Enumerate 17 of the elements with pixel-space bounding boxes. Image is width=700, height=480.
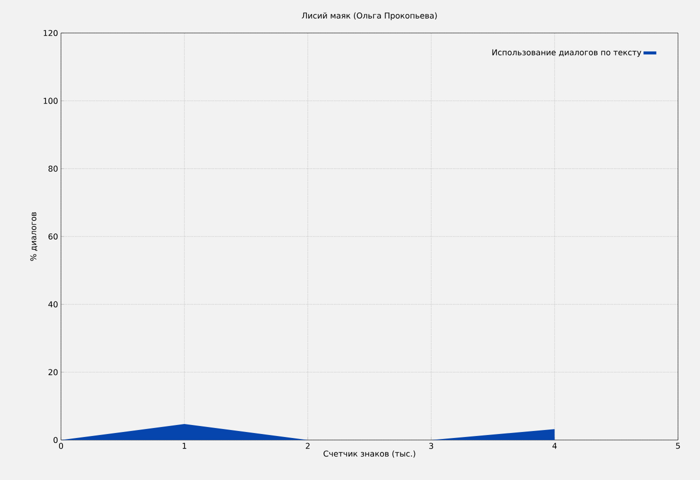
x-tick-label: 5 <box>676 442 680 449</box>
legend-label: Использование диалогов по тексту <box>492 49 642 57</box>
y-tick-label: 0 <box>54 436 58 444</box>
y-tick-label: 120 <box>44 30 58 36</box>
x-tick-label: 3 <box>429 442 434 449</box>
x-tick-label: 1 <box>182 442 186 449</box>
y-tick-label: 40 <box>48 301 58 308</box>
y-tick-label: 20 <box>48 369 58 376</box>
y-tick-label: 60 <box>48 233 58 240</box>
x-tick-label: 0 <box>58 442 64 449</box>
x-tick-label: 4 <box>552 442 557 449</box>
y-tick-label: 100 <box>44 98 58 104</box>
x-tick-label: 2 <box>306 442 310 449</box>
x-axis-title: Счетчик знаков (тыс.) <box>324 450 416 458</box>
chart-title: Лисий маяк (Ольга Прокопьева) <box>302 12 437 20</box>
y-axis-title: % диалогов <box>30 212 38 261</box>
y-tick-label: 80 <box>48 166 58 172</box>
